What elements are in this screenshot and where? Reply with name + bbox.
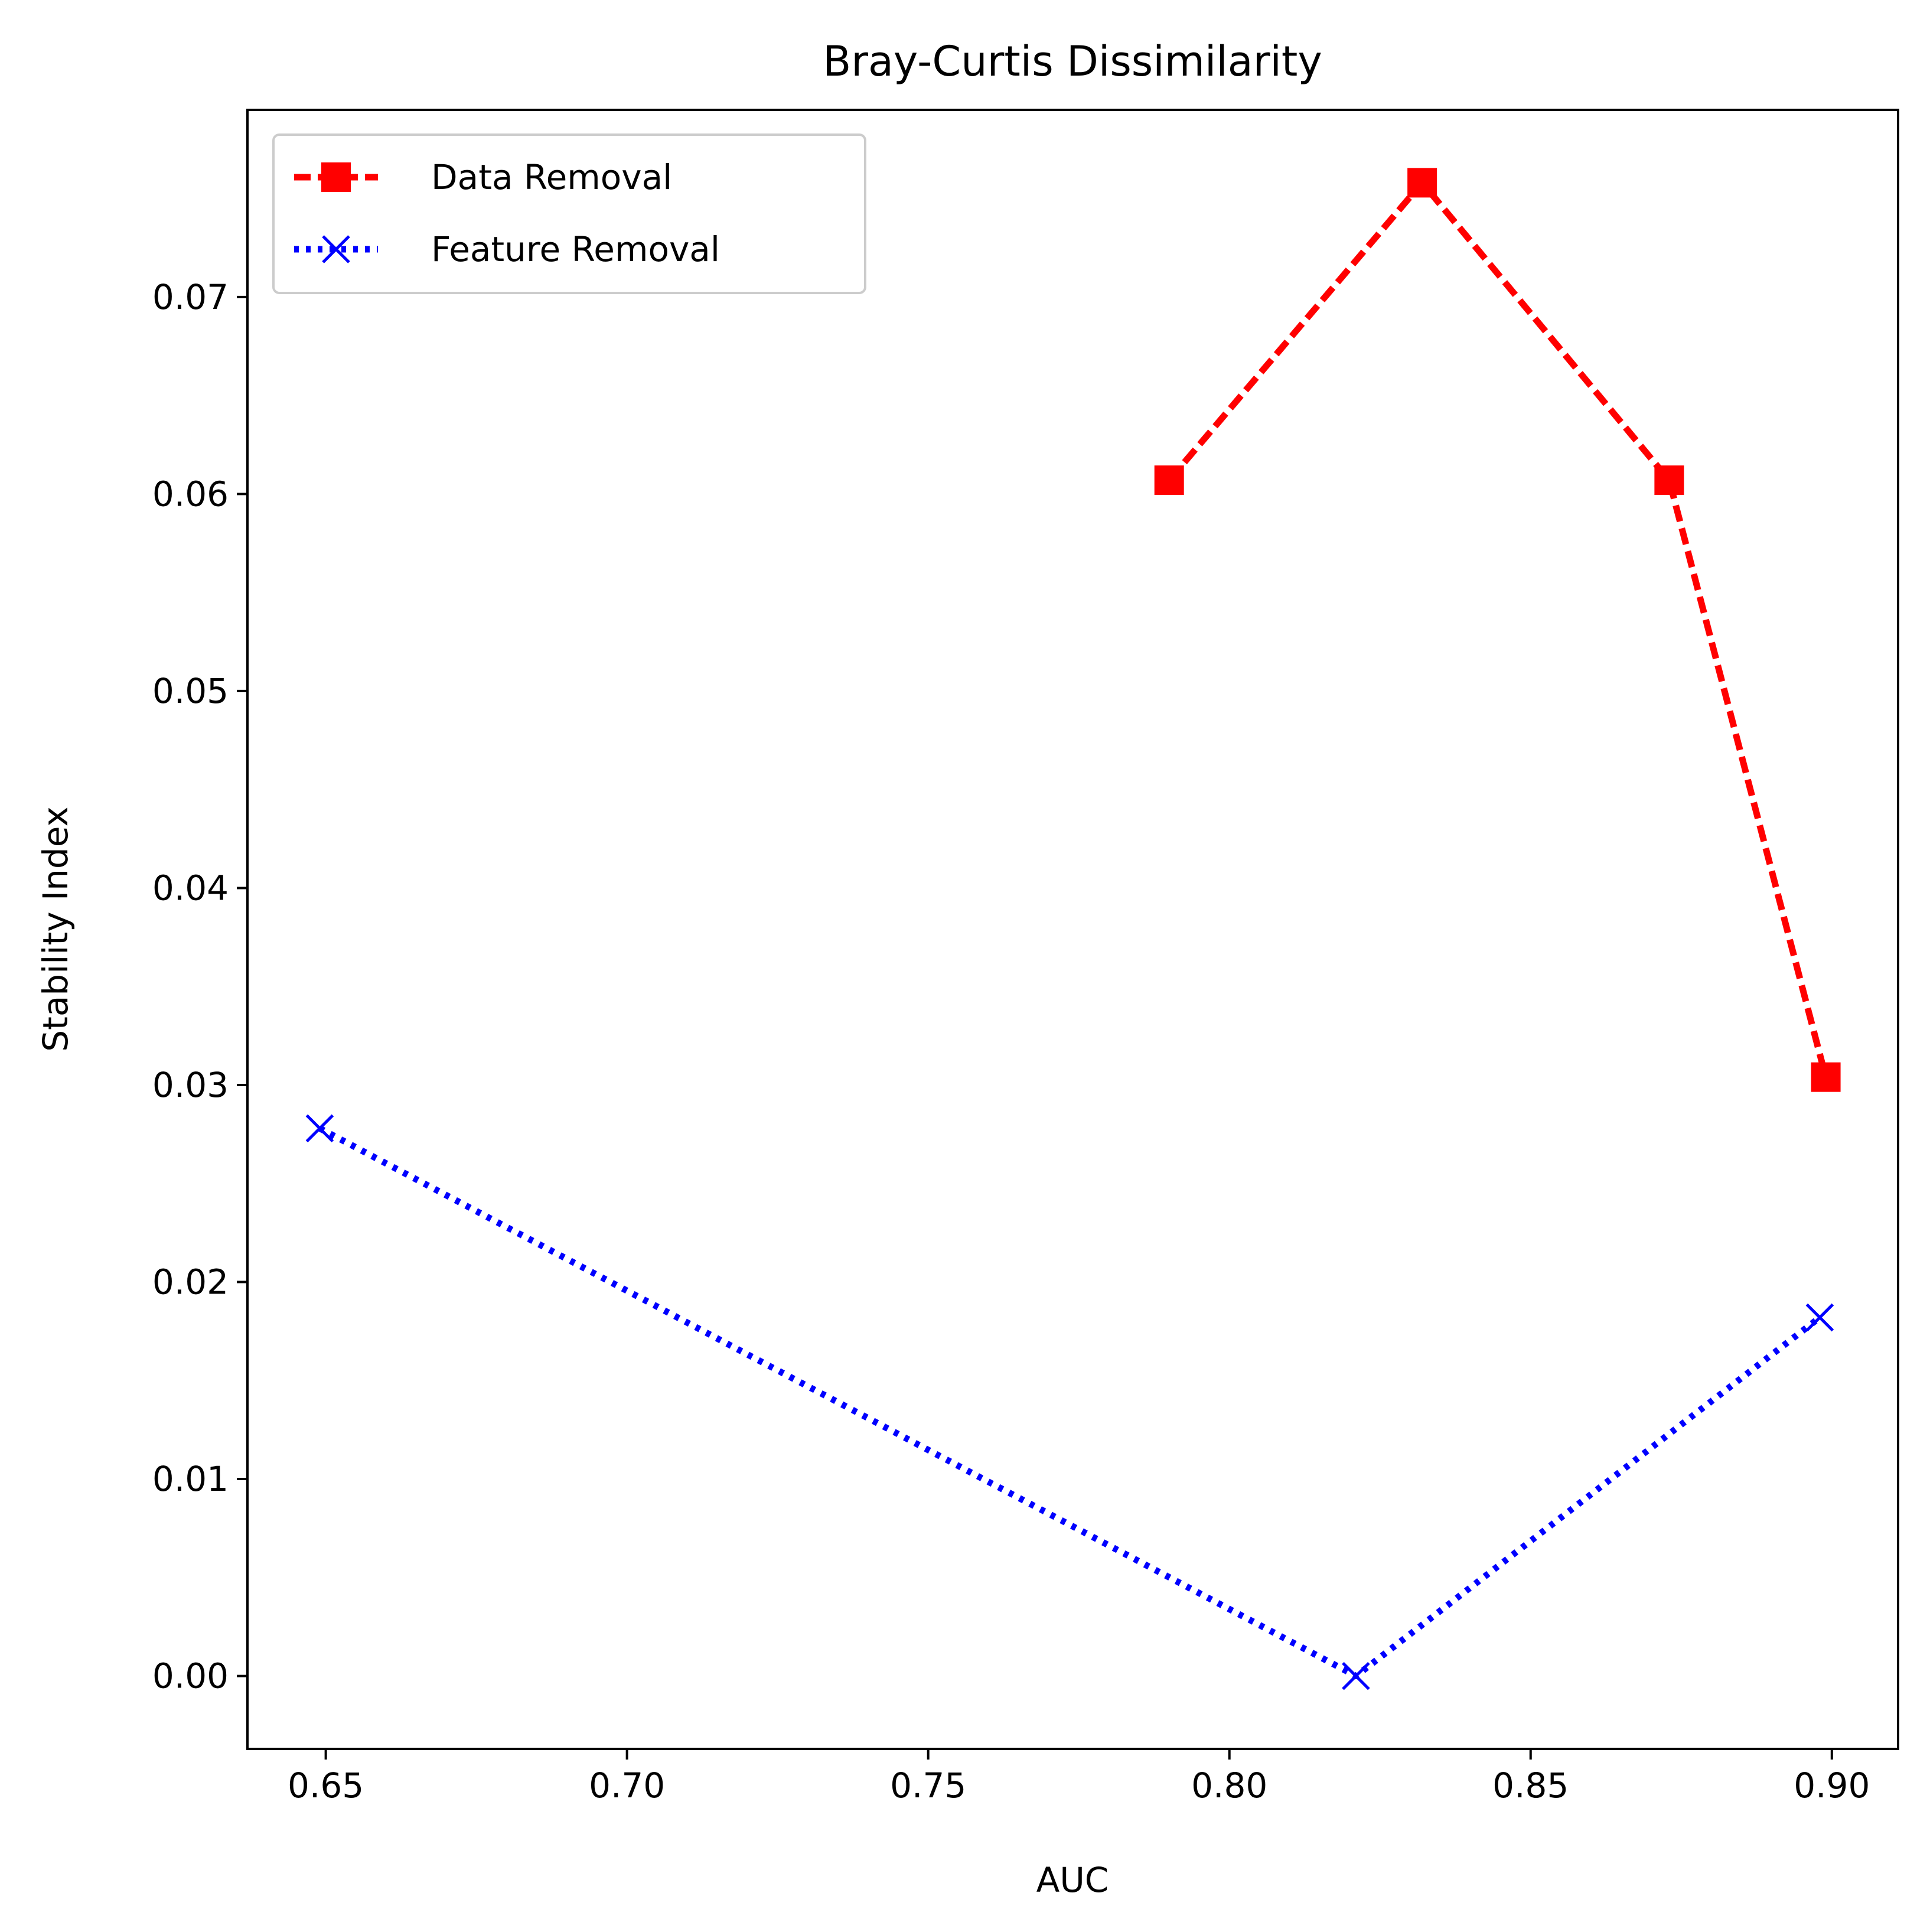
legend-label-feature-removal: Feature Removal	[431, 229, 720, 269]
data-point-data-removal	[1154, 465, 1184, 496]
data-point-data-removal	[1811, 1062, 1841, 1092]
x-tick-label: 0.80	[1191, 1765, 1267, 1806]
y-tick-label: 0.01	[152, 1459, 229, 1499]
x-tick-label: 0.70	[589, 1765, 665, 1806]
data-point-feature-removal	[305, 1114, 334, 1143]
x-marker-stroke	[1805, 1303, 1834, 1332]
legend-marker-feature-removal	[322, 235, 350, 263]
y-tick-label: 0.05	[152, 671, 229, 711]
legend-item-feature-removal: Feature Removal	[294, 229, 720, 269]
y-tick-label: 0.04	[152, 868, 229, 908]
y-tick-label: 0.00	[152, 1656, 229, 1696]
y-axis: 0.00 0.01 0.02 0.03 0.04 0.05 0.06 0.07	[152, 277, 247, 1696]
y-tick-label: 0.02	[152, 1262, 229, 1302]
data-point-feature-removal	[1805, 1303, 1834, 1332]
legend-label-data-removal: Data Removal	[431, 157, 672, 197]
x-tick-label: 0.85	[1492, 1765, 1569, 1806]
series-data-removal	[1154, 168, 1841, 1092]
plot-area	[305, 168, 1841, 1690]
x-axis-title: AUC	[1036, 1860, 1109, 1900]
series-feature-removal	[305, 1114, 1834, 1690]
x-axis: 0.65 0.70 0.75 0.80 0.85 0.90	[288, 1749, 1870, 1806]
data-point-feature-removal	[1342, 1661, 1370, 1690]
legend: Data Removal Feature Removal	[272, 133, 866, 294]
x-marker-stroke	[1342, 1661, 1370, 1690]
legend-item-data-removal: Data Removal	[294, 157, 672, 197]
x-tick-label: 0.75	[890, 1765, 966, 1806]
data-point-data-removal	[1407, 168, 1437, 198]
legend-marker-data-removal	[321, 162, 351, 192]
chart-title: Bray-Curtis Dissimilarity	[823, 37, 1322, 86]
series-line-data-removal	[1166, 179, 1829, 1079]
x-marker-stroke	[305, 1114, 334, 1143]
x-tick-label: 0.65	[288, 1765, 364, 1806]
y-axis-title: Stability Index	[35, 806, 76, 1051]
legend-box	[272, 133, 866, 294]
y-tick-label: 0.07	[152, 277, 229, 317]
x-tick-label: 0.90	[1794, 1765, 1870, 1806]
data-point-data-removal	[1654, 465, 1684, 496]
x-marker-stroke	[322, 235, 350, 263]
y-tick-label: 0.03	[152, 1065, 229, 1105]
plot-frame	[246, 109, 1899, 1750]
y-tick-label: 0.06	[152, 474, 229, 514]
